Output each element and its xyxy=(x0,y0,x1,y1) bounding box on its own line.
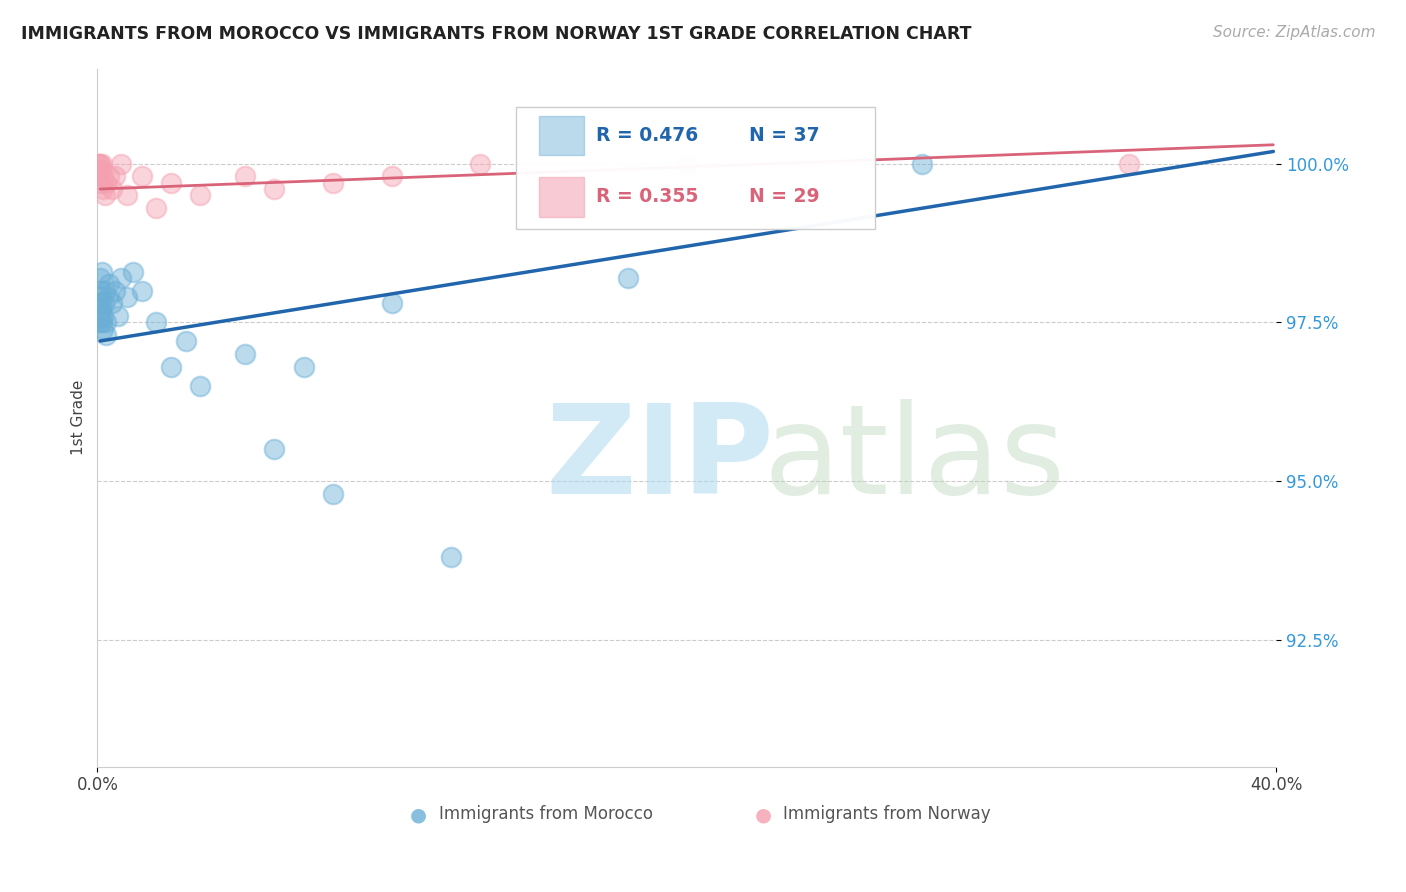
Point xyxy=(911,157,934,171)
Point xyxy=(90,163,112,178)
Point xyxy=(101,182,124,196)
Point xyxy=(131,284,153,298)
Point xyxy=(160,359,183,374)
Point xyxy=(104,284,127,298)
Point xyxy=(675,157,697,171)
Point xyxy=(89,315,111,329)
Point xyxy=(104,169,127,184)
Point xyxy=(91,157,114,171)
Point xyxy=(115,290,138,304)
Point xyxy=(440,550,463,565)
Point xyxy=(90,284,112,298)
Text: Immigrants from Norway: Immigrants from Norway xyxy=(783,805,991,823)
Point xyxy=(90,176,112,190)
Point xyxy=(96,176,118,190)
Text: ZIP: ZIP xyxy=(546,399,775,520)
Point xyxy=(322,487,344,501)
Point xyxy=(617,271,640,285)
Point xyxy=(145,201,167,215)
Point xyxy=(145,315,167,329)
Point xyxy=(97,290,120,304)
Point xyxy=(121,265,143,279)
Point xyxy=(381,296,404,310)
Point xyxy=(89,271,111,285)
Point xyxy=(93,284,115,298)
Point xyxy=(96,315,118,329)
Point xyxy=(91,182,114,196)
Point xyxy=(233,169,256,184)
Point xyxy=(233,347,256,361)
Point xyxy=(160,176,183,190)
Point xyxy=(91,169,114,184)
Point xyxy=(98,277,121,292)
Point xyxy=(190,379,212,393)
Point xyxy=(90,302,112,317)
Point xyxy=(89,309,111,323)
Text: IMMIGRANTS FROM MOROCCO VS IMMIGRANTS FROM NORWAY 1ST GRADE CORRELATION CHART: IMMIGRANTS FROM MOROCCO VS IMMIGRANTS FR… xyxy=(21,25,972,43)
Y-axis label: 1st Grade: 1st Grade xyxy=(72,380,86,455)
Point xyxy=(89,290,111,304)
Point xyxy=(381,169,404,184)
Point xyxy=(470,157,492,171)
Point xyxy=(322,176,344,190)
Text: N = 29: N = 29 xyxy=(749,187,820,206)
Point xyxy=(91,309,114,323)
Point xyxy=(87,157,110,171)
Point xyxy=(110,271,132,285)
Point xyxy=(87,169,110,184)
Point xyxy=(89,157,111,171)
Text: Immigrants from Morocco: Immigrants from Morocco xyxy=(439,805,654,823)
Point xyxy=(98,169,121,184)
Point xyxy=(174,334,197,349)
Point xyxy=(90,265,112,279)
Point xyxy=(107,309,129,323)
Point xyxy=(94,328,117,343)
Point xyxy=(91,315,114,329)
Text: R = 0.355: R = 0.355 xyxy=(596,187,699,206)
Point xyxy=(263,182,285,196)
Text: ●: ● xyxy=(755,805,772,824)
Text: ●: ● xyxy=(409,805,426,824)
Point xyxy=(93,296,115,310)
FancyBboxPatch shape xyxy=(540,178,583,217)
Point xyxy=(131,169,153,184)
Point xyxy=(292,359,315,374)
Point xyxy=(89,157,111,171)
Text: atlas: atlas xyxy=(763,399,1066,520)
Point xyxy=(90,296,112,310)
Text: N = 37: N = 37 xyxy=(749,126,820,145)
Point xyxy=(1118,157,1140,171)
Point xyxy=(91,322,114,336)
Point xyxy=(101,296,124,310)
Point xyxy=(87,296,110,310)
Point xyxy=(190,188,212,202)
Point xyxy=(115,188,138,202)
Point xyxy=(89,163,111,178)
Text: Source: ZipAtlas.com: Source: ZipAtlas.com xyxy=(1212,25,1375,40)
Text: R = 0.476: R = 0.476 xyxy=(596,126,699,145)
Point xyxy=(110,157,132,171)
Point xyxy=(93,188,115,202)
Point xyxy=(89,169,111,184)
FancyBboxPatch shape xyxy=(540,116,583,155)
Point xyxy=(263,442,285,457)
FancyBboxPatch shape xyxy=(516,107,876,229)
